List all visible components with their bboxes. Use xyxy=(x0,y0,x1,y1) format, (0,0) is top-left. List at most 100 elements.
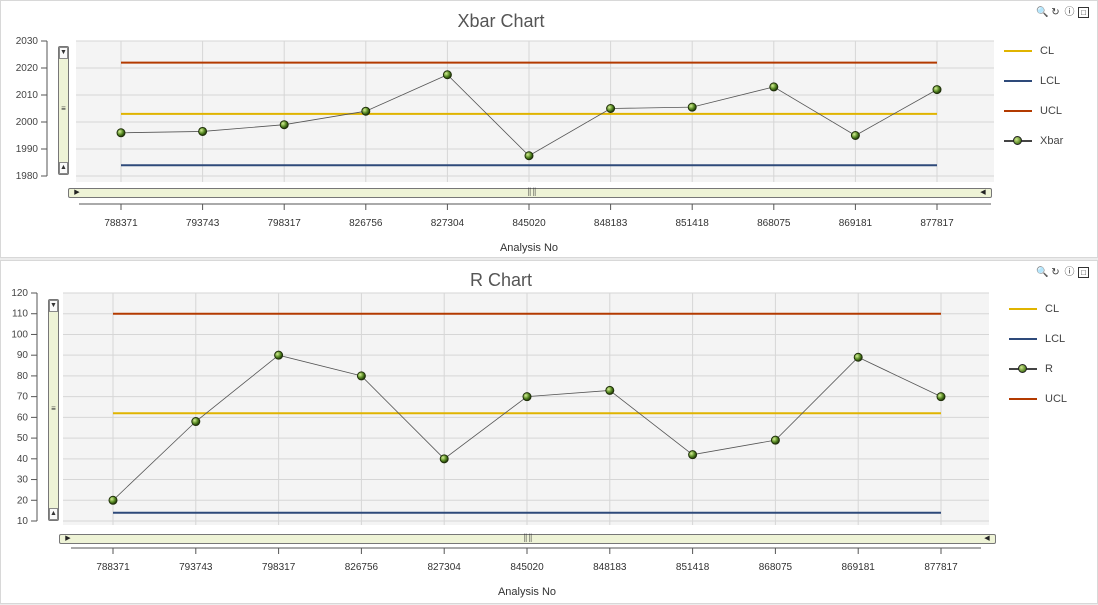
x-tick-label: 788371 xyxy=(104,218,138,229)
legend-label: CL xyxy=(1040,45,1055,57)
y-tick-label: 80 xyxy=(17,371,29,382)
scroll-grip-icon[interactable]: ║║ xyxy=(523,535,533,542)
data-point xyxy=(361,106,371,116)
y-axis-scrollbar[interactable]: ▼ ≡ ▲ xyxy=(48,299,59,521)
legend-item-cl[interactable]: CL xyxy=(1004,44,1094,58)
legend-item-ucl[interactable]: UCL xyxy=(1004,104,1094,118)
scroll-down-button[interactable]: ▲ xyxy=(49,508,58,520)
x-axis-scrollbar[interactable]: ▶ ║║ ◀ xyxy=(59,534,996,544)
x-tick-label: 877817 xyxy=(924,562,958,573)
data-point xyxy=(853,352,863,362)
xbar-chart-plot: 1980 1990 2000 2010 2020 2030 788371 793743 7983… xyxy=(16,36,994,254)
legend-item-lcl[interactable]: LCL xyxy=(1009,332,1098,346)
data-point xyxy=(687,102,697,112)
scroll-left-button[interactable]: ▶ xyxy=(65,535,71,542)
r-chart-panel: R Chart 🔍 ↻ ⓘ □ 10 20 30 40 50 60 70 80 90 100 110… xyxy=(0,260,1098,604)
x-tick-label: 868075 xyxy=(759,562,793,573)
x-tick-label: 798317 xyxy=(268,218,302,229)
scroll-grip-icon[interactable]: ≡ xyxy=(61,104,66,113)
y-tick-label: 10 xyxy=(17,516,29,527)
y-tick-label: 70 xyxy=(17,392,29,403)
x-axis-label: Analysis No xyxy=(500,242,558,254)
data-point xyxy=(606,104,616,113)
chart-toolbar: 🔍 ↻ ⓘ □ xyxy=(1036,267,1089,278)
refresh-icon[interactable]: ↻ xyxy=(1051,7,1060,18)
x-tick-label: 869181 xyxy=(842,562,876,573)
info-icon[interactable]: ⓘ xyxy=(1064,7,1075,18)
zoom-icon[interactable]: 🔍 xyxy=(1036,7,1049,18)
x-tick-label: 798317 xyxy=(262,562,296,573)
scroll-grip-icon[interactable]: ≡ xyxy=(51,404,56,413)
scroll-grip-icon[interactable]: ║║ xyxy=(527,189,537,196)
maximize-icon[interactable]: □ xyxy=(1078,7,1089,18)
y-tick-label: 110 xyxy=(12,309,28,320)
chart-title: Xbar Chart xyxy=(457,11,545,31)
data-point xyxy=(522,392,532,402)
data-point xyxy=(524,151,534,161)
data-point xyxy=(688,450,698,460)
x-axis-scrollbar[interactable]: ▶ ║║ ◀ xyxy=(68,188,992,198)
zoom-icon[interactable]: 🔍 xyxy=(1036,267,1049,278)
y-tick-label: 2010 xyxy=(16,90,39,101)
legend-item-lcl[interactable]: LCL xyxy=(1004,74,1094,88)
y-axis-scrollbar[interactable]: ▼ ≡ ▲ xyxy=(58,46,69,175)
data-point xyxy=(850,131,860,140)
legend-item-ucl[interactable]: UCL xyxy=(1009,392,1098,406)
legend-item-xbar[interactable]: Xbar xyxy=(1004,134,1094,148)
x-tick-label: 868075 xyxy=(757,218,791,229)
legend-marker-icon xyxy=(1018,364,1027,373)
info-icon[interactable]: ⓘ xyxy=(1064,267,1075,278)
refresh-icon[interactable]: ↻ xyxy=(1051,267,1060,278)
legend-swatch xyxy=(1009,308,1037,310)
legend-swatch xyxy=(1004,50,1032,52)
plot-area xyxy=(76,41,994,182)
chart-title: R Chart xyxy=(469,270,532,290)
y-tick-label: 2030 xyxy=(16,36,39,47)
y-tick-label: 90 xyxy=(17,350,29,361)
data-point xyxy=(116,128,126,138)
x-axis-label: Analysis No xyxy=(498,586,556,598)
x-tick-label: 851418 xyxy=(676,562,710,573)
data-point xyxy=(198,126,208,136)
x-tick-label: 788371 xyxy=(96,562,130,573)
r-chart-plot: 10 20 30 40 50 60 70 80 90 100 110 120 788371 793743 7… xyxy=(11,288,989,598)
y-tick-label: 100 xyxy=(11,329,28,340)
legend-label: LCL xyxy=(1040,75,1061,87)
legend-label: CL xyxy=(1045,303,1060,315)
data-point xyxy=(274,350,284,360)
data-point xyxy=(605,385,615,395)
legend-swatch xyxy=(1009,398,1037,400)
scroll-right-button[interactable]: ◀ xyxy=(980,189,986,196)
data-point xyxy=(442,70,452,80)
legend-swatch xyxy=(1004,110,1032,112)
y-tick-label: 40 xyxy=(17,454,29,465)
legend-swatch xyxy=(1004,80,1032,82)
y-tick-label: 20 xyxy=(17,495,29,506)
legend-item-cl[interactable]: CL xyxy=(1009,302,1098,316)
x-tick-label: 793743 xyxy=(179,562,213,573)
x-tick-label: 827304 xyxy=(428,562,462,573)
scroll-left-button[interactable]: ▶ xyxy=(74,189,80,196)
x-tick-label: 851418 xyxy=(676,218,710,229)
data-point xyxy=(769,82,779,92)
x-tick-label: 826756 xyxy=(349,218,383,229)
plot-area xyxy=(63,293,989,525)
data-point xyxy=(439,454,449,464)
data-point xyxy=(770,435,780,445)
scroll-up-button[interactable]: ▼ xyxy=(59,47,68,59)
x-tick-label: 848183 xyxy=(593,562,627,573)
maximize-icon[interactable]: □ xyxy=(1078,267,1089,278)
y-tick-label: 120 xyxy=(11,288,28,299)
scroll-down-button[interactable]: ▲ xyxy=(59,162,68,174)
y-tick-label: 2000 xyxy=(16,117,39,128)
x-tick-label: 845020 xyxy=(510,562,544,573)
legend-label: UCL xyxy=(1040,105,1063,117)
x-tick-label: 848183 xyxy=(594,218,628,229)
legend-item-r[interactable]: R xyxy=(1009,362,1098,376)
scroll-up-button[interactable]: ▼ xyxy=(49,300,58,312)
scroll-right-button[interactable]: ◀ xyxy=(984,535,990,542)
xbar-chart-panel: Xbar Chart 🔍 ↻ ⓘ □ 1980 1990 2000 2010 2020 2… xyxy=(0,0,1098,258)
data-point xyxy=(191,417,201,427)
data-point xyxy=(108,495,118,505)
y-tick-label: 50 xyxy=(17,433,29,444)
